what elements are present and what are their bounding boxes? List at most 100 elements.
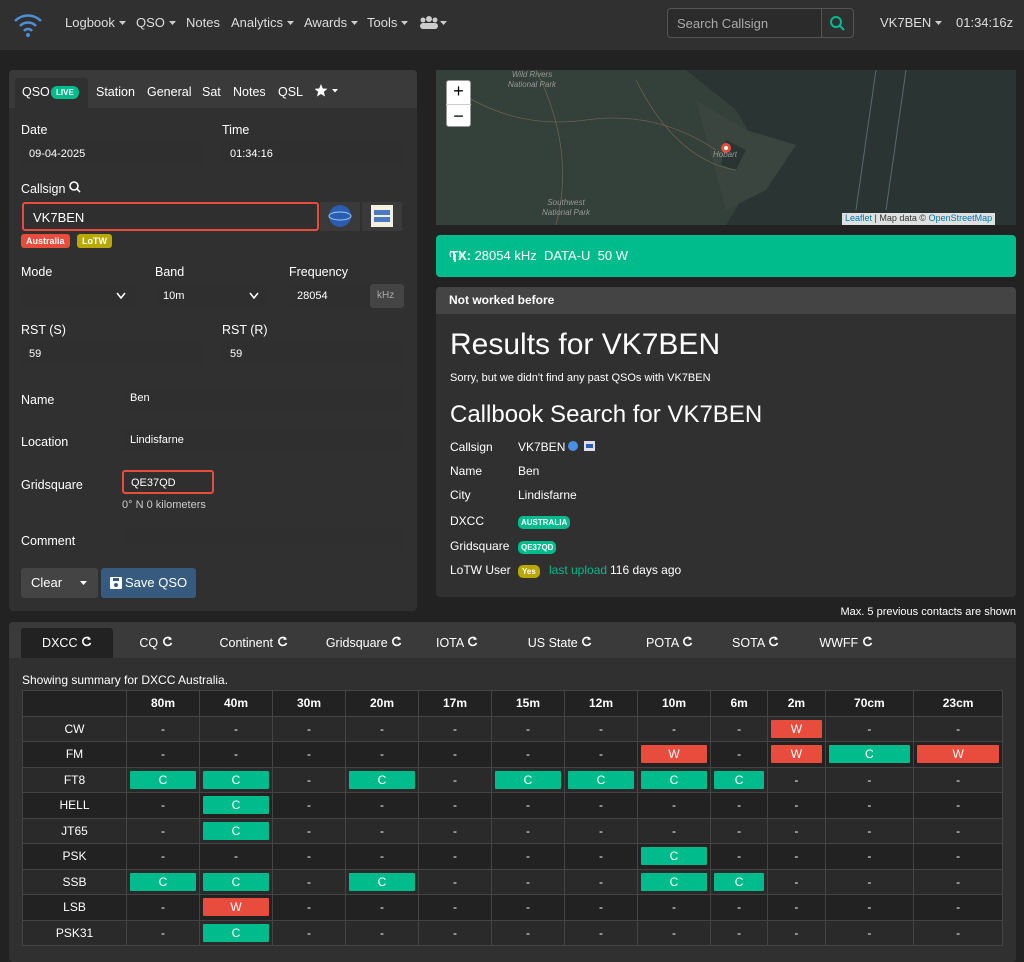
cell-value[interactable]: C xyxy=(568,770,634,789)
summary-tab[interactable]: DXCC xyxy=(21,628,113,658)
cell-value[interactable]: C xyxy=(203,796,269,815)
summary-tab-label: DXCC xyxy=(42,636,78,650)
summary-tab[interactable]: Gridsquare xyxy=(308,628,420,658)
row-header: FM xyxy=(22,741,127,768)
map[interactable] xyxy=(436,70,1016,225)
input[interactable]: 59 xyxy=(222,342,404,366)
search-icon xyxy=(69,181,81,193)
summary-cell: - xyxy=(824,894,915,921)
input[interactable]: QE37QD xyxy=(122,470,214,494)
input[interactable] xyxy=(21,284,136,308)
cell-value: - xyxy=(161,721,165,736)
summary-tab[interactable]: CQ xyxy=(113,628,199,658)
qso-tab[interactable]: QSO xyxy=(22,85,50,99)
field-label: Band xyxy=(155,265,185,279)
cell-value[interactable]: C xyxy=(349,872,415,891)
qso-tab[interactable]: Notes xyxy=(233,85,266,99)
input[interactable]: 28054 xyxy=(289,284,371,308)
nav-item[interactable]: Tools xyxy=(367,15,409,30)
cell-value[interactable]: C xyxy=(130,872,196,891)
summary-row: HELL - C - - - - - - - - - - xyxy=(22,792,1003,819)
cell-value[interactable]: C xyxy=(714,872,765,891)
nav-item[interactable]: QSO xyxy=(136,15,177,30)
qrz-button[interactable] xyxy=(320,202,360,231)
summary-cell: - xyxy=(564,843,638,870)
cell-value[interactable]: C xyxy=(349,770,415,789)
group-menu[interactable] xyxy=(419,15,447,32)
cell-value: - xyxy=(956,798,961,813)
summary-tab[interactable]: IOTA xyxy=(420,628,494,658)
qso-tab[interactable]: General xyxy=(147,85,192,99)
cell-value[interactable]: C xyxy=(714,770,765,789)
summary-tab[interactable]: SOTA xyxy=(713,628,798,658)
cell-value: - xyxy=(737,849,742,864)
nav-item[interactable]: Notes xyxy=(186,15,220,30)
hamqth-button[interactable] xyxy=(362,202,402,231)
cell-value[interactable]: C xyxy=(130,770,196,789)
callbook-label: Gridsquare xyxy=(450,539,510,553)
input[interactable]: kHz xyxy=(370,284,404,308)
cell-value[interactable]: C xyxy=(203,821,269,840)
clear-button[interactable]: Clear xyxy=(21,568,98,598)
cell-value: - xyxy=(672,925,676,940)
cell-value[interactable]: W xyxy=(203,898,269,917)
summary-tab[interactable]: US State xyxy=(494,628,626,658)
input[interactable]: VK7BEN xyxy=(22,202,319,231)
nav-item[interactable]: Logbook xyxy=(65,15,127,30)
summary-cell: C xyxy=(564,766,638,793)
column-header: 6m xyxy=(709,690,769,717)
input[interactable]: Lindisfarne xyxy=(122,428,404,452)
summary-cell: - xyxy=(126,919,200,946)
cell-value[interactable]: C xyxy=(641,872,707,891)
country-badge: Australia xyxy=(21,234,70,248)
summary-cell: - xyxy=(418,919,492,946)
nav-item[interactable]: Awards xyxy=(304,15,359,30)
cell-value[interactable]: C xyxy=(495,770,561,789)
cell-value: - xyxy=(526,900,530,915)
osm-link[interactable]: OpenStreetMap xyxy=(928,213,993,223)
summary-cell: - xyxy=(767,766,826,793)
cell-value[interactable]: W xyxy=(771,745,822,764)
favorites-tab[interactable] xyxy=(314,84,341,101)
cell-value[interactable]: C xyxy=(641,847,707,866)
search-button[interactable] xyxy=(821,8,854,38)
cell-value: - xyxy=(380,925,384,940)
summary-cell: - xyxy=(913,715,1003,742)
qso-tab[interactable]: Sat xyxy=(202,85,221,99)
lotw-link[interactable]: last upload xyxy=(549,563,608,577)
leaflet-link[interactable]: Leaflet xyxy=(845,213,873,223)
nav-item[interactable]: Analytics xyxy=(231,15,295,30)
summary-tab[interactable]: WWFF xyxy=(798,628,894,658)
refresh-icon xyxy=(392,636,402,647)
cell-value[interactable]: W xyxy=(917,745,999,764)
zoom-in[interactable]: + xyxy=(453,81,464,101)
cell-value[interactable]: C xyxy=(203,770,269,789)
cell-value[interactable]: C xyxy=(203,872,269,891)
summary-tab[interactable]: Continent xyxy=(199,628,308,658)
qso-tab[interactable]: Station xyxy=(96,85,135,99)
qso-tab[interactable]: QSL xyxy=(278,85,304,99)
summary-cell: - xyxy=(637,919,711,946)
input[interactable]: Ben xyxy=(122,386,404,410)
input[interactable]: 59 xyxy=(21,342,203,366)
callbook-title: Callbook Search for VK7BEN xyxy=(450,401,763,428)
user-menu[interactable]: VK7BEN xyxy=(880,15,943,30)
cell-value[interactable]: C xyxy=(828,745,911,764)
summary-tab[interactable]: POTA xyxy=(626,628,713,658)
cell-value: - xyxy=(672,900,676,915)
save-button[interactable]: Save QSO xyxy=(101,568,196,598)
search-input[interactable]: Search Callsign xyxy=(667,8,822,38)
input[interactable]: 09-04-2025 xyxy=(21,142,203,166)
summary-cell: - xyxy=(913,894,1003,921)
cell-value: - xyxy=(794,900,799,915)
cell-value[interactable]: C xyxy=(203,923,269,942)
callbook-label: Callsign xyxy=(450,440,493,454)
cell-value: - xyxy=(794,925,799,940)
zoom-out[interactable]: − xyxy=(446,104,471,127)
cell-value[interactable]: W xyxy=(771,719,822,738)
input[interactable]: 01:34:16 xyxy=(222,142,404,166)
cell-value[interactable]: W xyxy=(641,745,707,764)
cell-value[interactable]: C xyxy=(641,770,707,789)
input[interactable] xyxy=(122,528,404,551)
input[interactable]: 10m xyxy=(155,284,269,308)
